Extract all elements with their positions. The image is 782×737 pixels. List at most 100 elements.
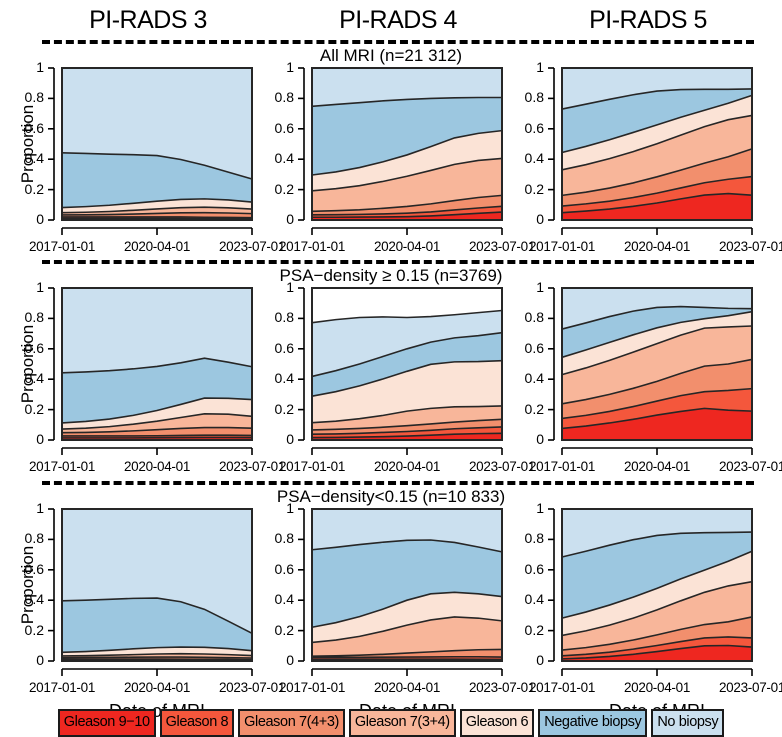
- area-series: [562, 148, 752, 220]
- series-boundary: [61, 413, 253, 430]
- area-series: [562, 176, 752, 220]
- x-tick-label: 2023-07-01: [218, 680, 286, 695]
- series-boundary: [311, 405, 503, 424]
- y-tick-label: 0.6: [274, 339, 294, 356]
- series-boundary: [561, 148, 753, 197]
- area-series: [62, 216, 252, 220]
- area-series: [562, 408, 752, 440]
- y-tick-label: 0.4: [524, 591, 544, 608]
- x-tick-label: 2023-07-01: [718, 459, 782, 474]
- series-boundary: [561, 550, 753, 619]
- area-series: [62, 152, 252, 220]
- y-tick-label: 0.8: [24, 309, 44, 326]
- series-boundary: [62, 658, 253, 661]
- x-tick-label: 2020-04-01: [623, 680, 691, 695]
- series-boundary: [561, 636, 753, 657]
- legend-item: No biopsy: [651, 709, 725, 737]
- x-tick-label: 2023-07-01: [468, 239, 536, 254]
- area-series: [312, 592, 502, 661]
- area-series: [562, 509, 752, 661]
- y-tick-label: 0.2: [524, 180, 544, 197]
- area-series: [62, 413, 252, 440]
- legend-item: Gleason 7(3+4): [348, 709, 456, 737]
- legend-item: Gleason 7(4+3): [238, 709, 345, 737]
- x-tick-label: 2023-07-01: [718, 680, 782, 695]
- x-tick-label: 2017-01-01: [278, 680, 346, 695]
- x-tick-label: 2020-04-01: [123, 680, 191, 695]
- series-boundary: [311, 591, 503, 629]
- area-series: [62, 207, 252, 220]
- series-boundary: [61, 206, 253, 214]
- legend-item: Gleason 8: [159, 709, 235, 737]
- y-tick-label: 0.6: [274, 119, 294, 136]
- series-boundary: [61, 357, 253, 374]
- area-series: [562, 68, 752, 220]
- series-boundary: [61, 152, 253, 180]
- y-tick-label: 0: [36, 652, 44, 668]
- area-series: [312, 540, 502, 661]
- x-tick-label: 2020-04-01: [373, 459, 441, 474]
- y-tick-label: 0.8: [274, 530, 294, 547]
- plot-frame: [561, 67, 753, 221]
- y-tick-label: 0.2: [274, 400, 294, 417]
- x-tick-label: 2017-01-01: [28, 239, 96, 254]
- series-boundary: [311, 426, 503, 436]
- area-series: [562, 645, 752, 661]
- series-boundary: [61, 656, 253, 659]
- series-boundary: [311, 331, 503, 378]
- series-boundary: [61, 198, 253, 209]
- y-tick-label: 0.8: [274, 89, 294, 106]
- plot-frame: [61, 287, 253, 441]
- area-series: [312, 206, 502, 220]
- area-series: [562, 359, 752, 440]
- x-tick-label: 2020-04-01: [123, 239, 191, 254]
- plot-frame: [311, 508, 503, 662]
- plot-frame: [561, 287, 753, 441]
- x-tick-label: 2023-07-01: [468, 459, 536, 474]
- y-tick-label: 0.6: [524, 119, 544, 136]
- row-title-all-mri: All MRI (n=21 312): [319, 46, 463, 65]
- x-tick-label: 2017-01-01: [278, 239, 346, 254]
- series-boundary: [561, 192, 753, 214]
- x-tick-label: 2017-01-01: [278, 459, 346, 474]
- column-header-pirads5: PI-RADS 5: [589, 6, 707, 34]
- y-tick-label: 0.2: [24, 621, 44, 638]
- area-series: [62, 660, 252, 661]
- series-boundary: [312, 655, 503, 659]
- area-series: [562, 115, 752, 220]
- plot-frame: [311, 287, 503, 441]
- plot-frame: [61, 508, 253, 662]
- y-tick-label: 0: [536, 652, 544, 668]
- row-separator-3: [42, 481, 754, 485]
- series-boundary: [561, 387, 753, 420]
- x-tick-label: 2020-04-01: [623, 239, 691, 254]
- area-series: [312, 509, 502, 661]
- y-tick-label: 0.4: [274, 150, 294, 167]
- series-boundary: [311, 309, 503, 324]
- area-series: [62, 647, 252, 661]
- area-series: [62, 288, 252, 440]
- y-tick-label: 0.4: [274, 591, 294, 608]
- series-boundary: [61, 426, 253, 434]
- x-tick-label: 2017-01-01: [28, 680, 96, 695]
- area-series: [562, 326, 752, 440]
- series-boundary: [62, 434, 253, 437]
- row-title-psa-high: PSA−density ≥ 0.15 (n=3769): [279, 266, 503, 285]
- plot-frame: [311, 67, 503, 221]
- area-series: [562, 581, 752, 661]
- series-boundary: [311, 205, 503, 216]
- y-tick-label: 0.2: [274, 621, 294, 638]
- area-series: [312, 310, 502, 440]
- y-tick-label: 0.8: [274, 309, 294, 326]
- x-tick-label: 2017-01-01: [528, 459, 596, 474]
- area-series: [562, 88, 752, 220]
